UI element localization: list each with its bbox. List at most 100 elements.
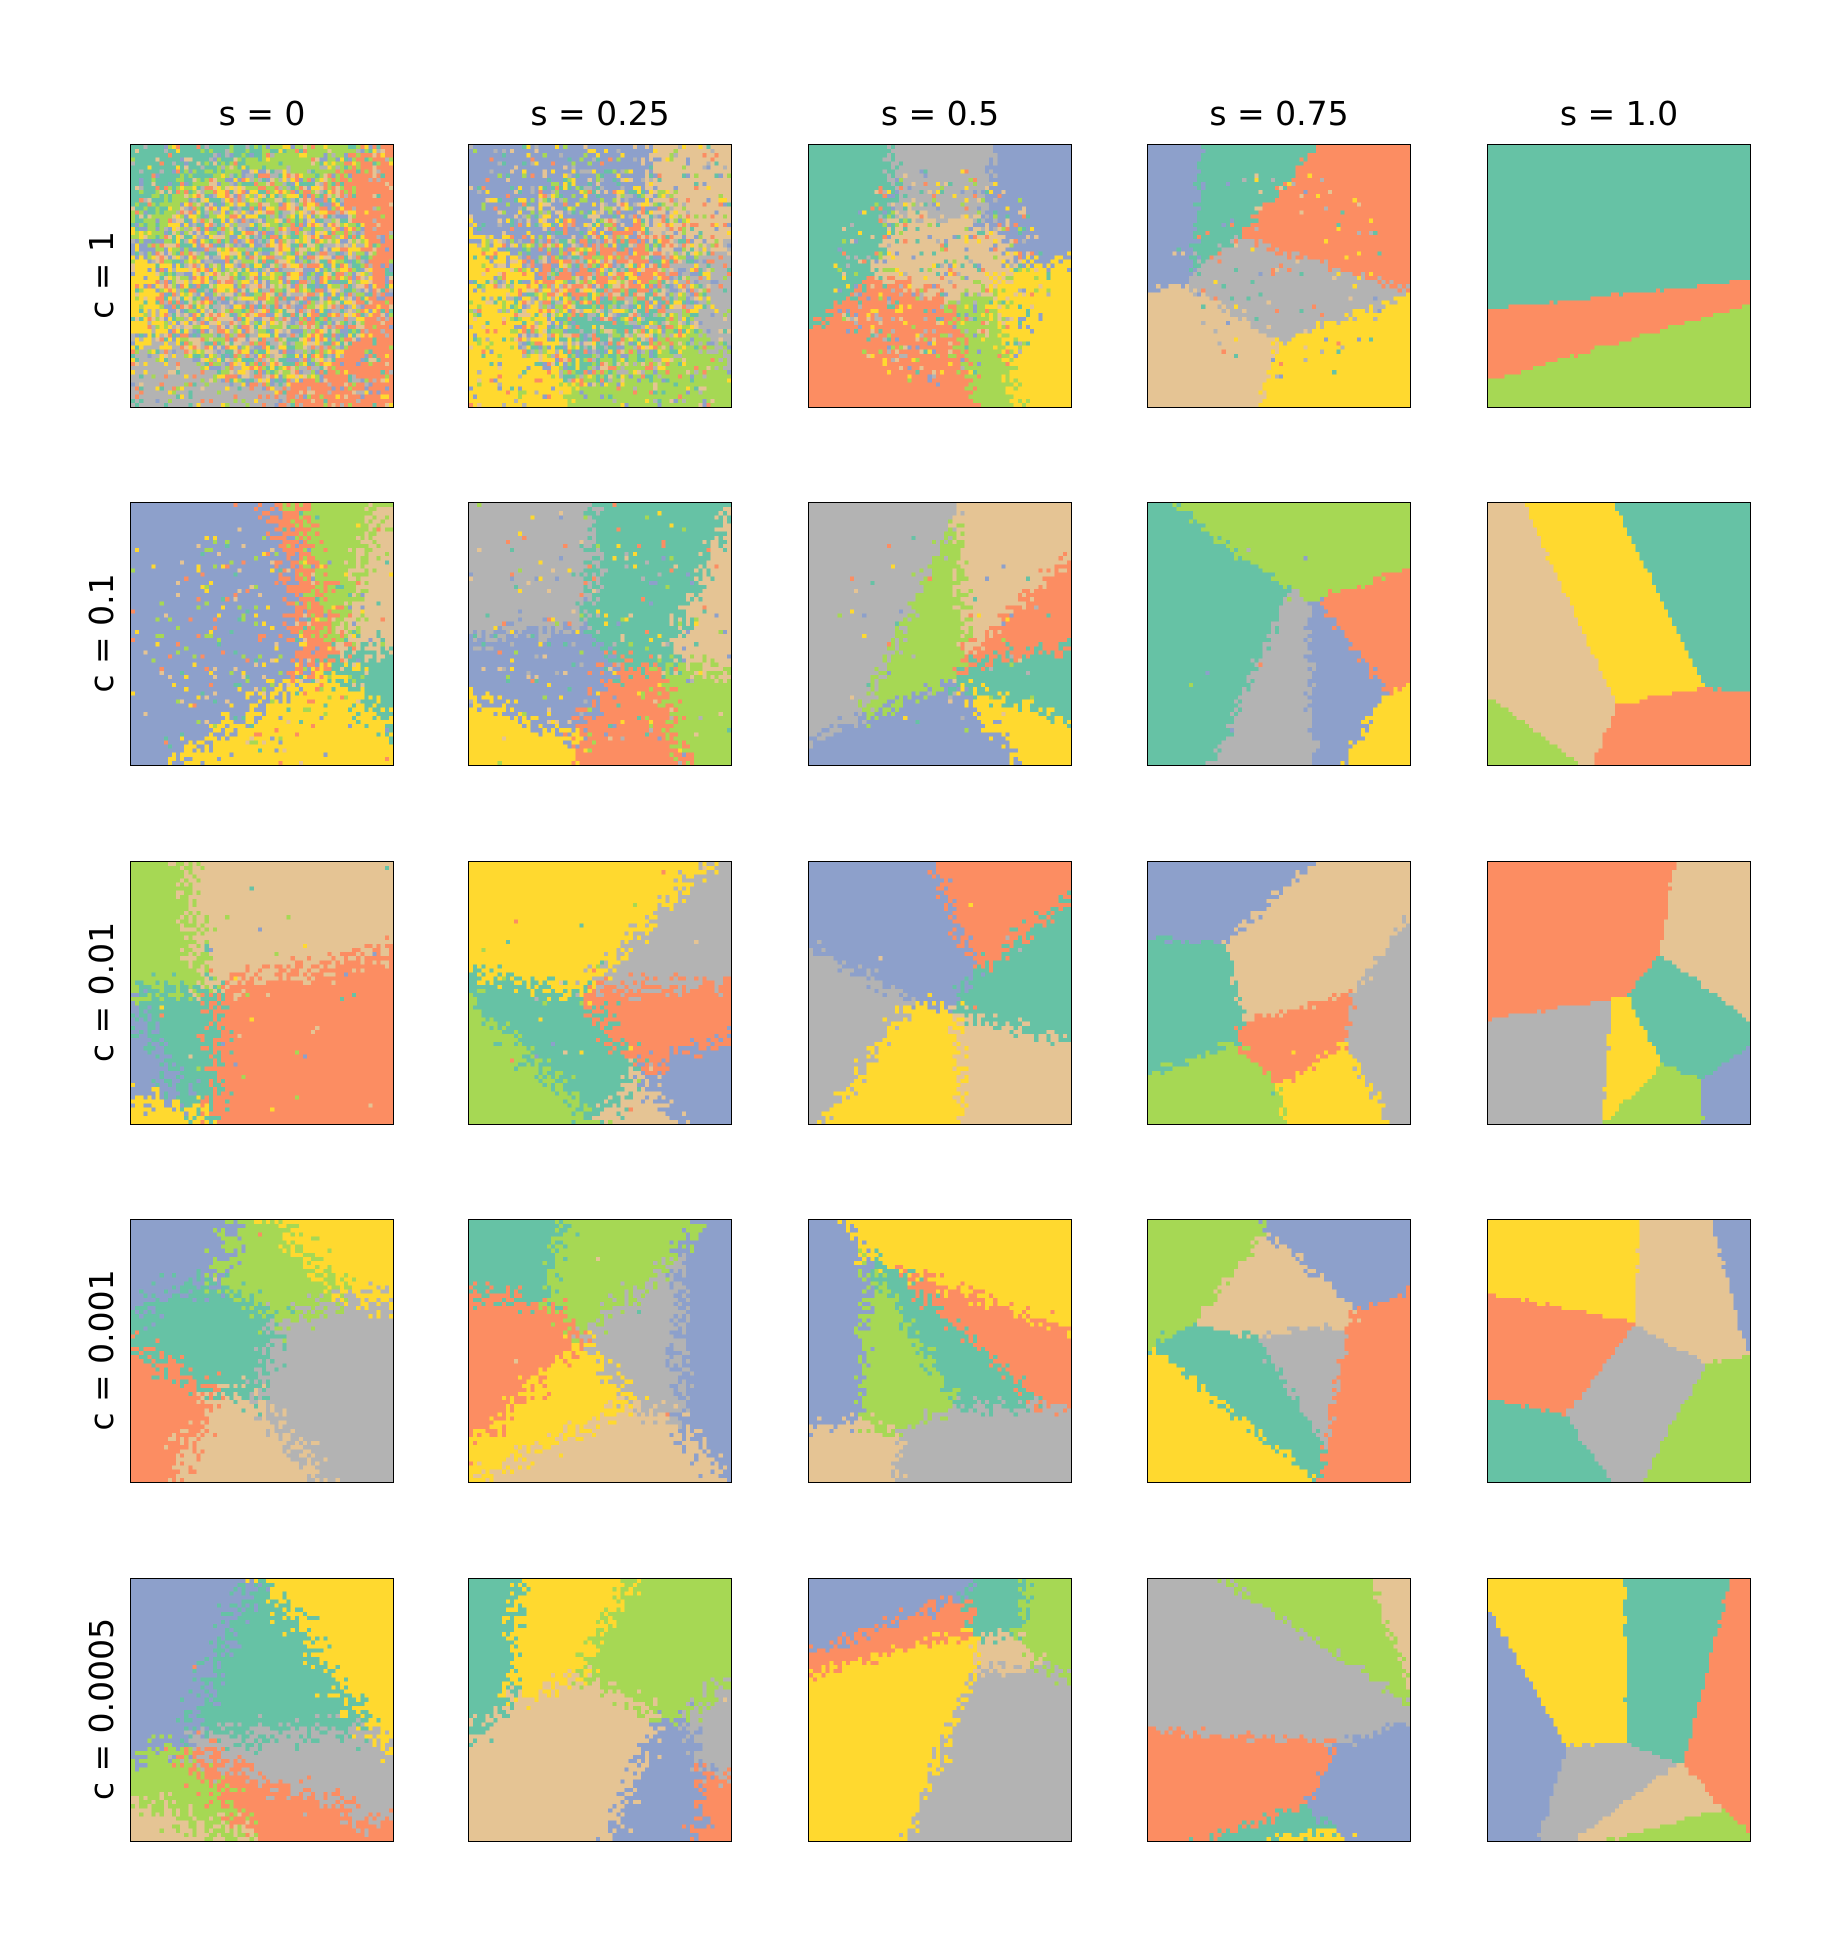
cell-run xyxy=(131,402,136,407)
cell-run xyxy=(180,370,202,375)
cell-run xyxy=(167,145,173,150)
cell-run xyxy=(661,321,667,326)
cell-run xyxy=(155,259,161,265)
cell-run xyxy=(339,296,345,302)
cell-run xyxy=(331,267,337,273)
cell-run xyxy=(384,181,390,187)
cell-run xyxy=(131,239,136,244)
cell-run xyxy=(685,239,691,244)
cell-run xyxy=(249,198,255,203)
cell-run xyxy=(237,218,243,224)
cell-run xyxy=(501,280,507,285)
cell-run xyxy=(380,177,393,183)
cell-run xyxy=(237,370,247,375)
cell-run xyxy=(245,353,251,359)
cell-run xyxy=(339,276,345,281)
cell-run xyxy=(493,235,503,240)
cell-run xyxy=(347,292,353,298)
cell-run xyxy=(180,300,185,306)
cell-run xyxy=(542,194,548,199)
cell-run xyxy=(216,357,222,363)
cell-run xyxy=(257,280,263,285)
cell-run xyxy=(180,361,198,367)
cell-run xyxy=(661,255,667,261)
cell-run xyxy=(315,390,329,396)
cell-run xyxy=(184,312,189,318)
cell-run xyxy=(518,308,523,314)
cell-run xyxy=(298,296,304,302)
cell-run xyxy=(139,361,144,367)
cell-run xyxy=(241,190,247,195)
cell-run xyxy=(249,222,255,228)
cell-run xyxy=(229,357,234,363)
cell-run xyxy=(180,333,189,339)
cell-run xyxy=(514,218,519,224)
cell-run xyxy=(286,214,292,220)
cell-run xyxy=(266,366,271,371)
cell-run xyxy=(262,370,267,375)
cell-run xyxy=(249,190,259,195)
cell-run xyxy=(323,243,337,248)
cell-run xyxy=(225,402,230,407)
cell-run xyxy=(286,398,292,404)
cell-run xyxy=(315,194,320,199)
cell-run xyxy=(710,337,720,343)
cell-run xyxy=(677,280,687,285)
cell-run xyxy=(253,300,259,306)
cell-run xyxy=(571,165,577,171)
cell-run xyxy=(323,333,333,339)
cell-run xyxy=(595,173,601,179)
cell-run xyxy=(335,239,341,244)
cell-run xyxy=(481,247,491,253)
cell-run xyxy=(159,243,165,248)
cell-run xyxy=(257,157,263,162)
cell-run xyxy=(233,333,239,339)
cell-run xyxy=(311,325,316,330)
cell-run xyxy=(241,230,247,236)
cell-run xyxy=(352,165,357,171)
cell-run xyxy=(302,185,308,191)
cell-run xyxy=(360,247,374,253)
cell-run xyxy=(677,190,731,195)
cell-run xyxy=(473,230,503,236)
cell-run xyxy=(384,316,390,322)
cell-run xyxy=(294,222,300,228)
cell-run xyxy=(698,296,703,302)
cell-run xyxy=(180,341,185,347)
cell-run xyxy=(677,214,683,220)
cell-run xyxy=(563,226,568,232)
cell-run xyxy=(200,230,206,236)
cell-run xyxy=(311,247,316,253)
cell-run xyxy=(159,210,165,216)
cell-run xyxy=(307,288,312,293)
cell-run xyxy=(200,218,206,224)
cell-run xyxy=(352,337,357,343)
cell-run xyxy=(307,194,312,199)
cell-run xyxy=(298,214,304,220)
cell-run xyxy=(690,243,695,248)
cell-run xyxy=(331,329,337,334)
cell-run xyxy=(282,390,288,396)
cell-run xyxy=(604,255,609,261)
cell-run xyxy=(184,214,189,220)
cell-run xyxy=(274,304,279,310)
cell-run xyxy=(649,190,654,195)
cell-run xyxy=(726,222,731,228)
cell-run xyxy=(587,337,593,343)
cell-run xyxy=(530,210,536,216)
cell-run xyxy=(245,263,251,269)
cell-run xyxy=(673,341,679,347)
cell-run xyxy=(257,259,263,265)
cell-run xyxy=(587,230,593,236)
cell-run xyxy=(302,349,308,355)
cell-run xyxy=(624,169,630,175)
cell-run xyxy=(253,288,259,293)
cell-run xyxy=(567,251,572,257)
cell-run xyxy=(657,190,667,195)
cell-run xyxy=(171,284,177,289)
cell-run xyxy=(538,300,544,306)
cell-run xyxy=(278,321,284,326)
cell-run xyxy=(331,239,337,244)
cell-run xyxy=(151,337,157,343)
cell-run xyxy=(343,153,349,158)
